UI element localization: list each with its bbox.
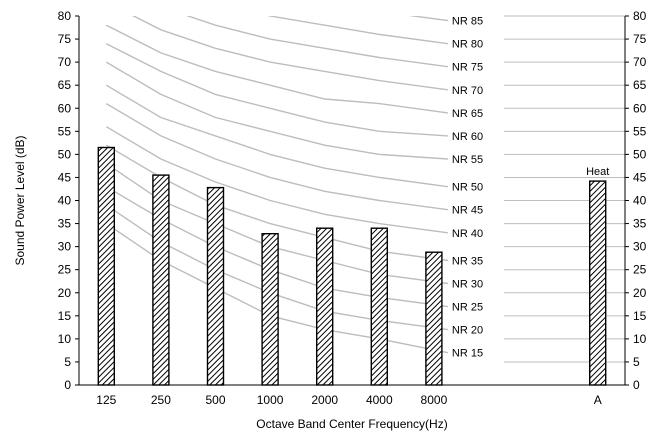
y-tick-label: 35 — [633, 217, 647, 231]
nr-curve — [105, 43, 448, 137]
x-tick-label: 1000 — [257, 393, 284, 407]
nr-curve-label: NR 45 — [452, 205, 483, 217]
nr-curve — [105, 102, 448, 211]
nr-curve — [267, 16, 448, 45]
y-tick-label: 50 — [58, 147, 72, 161]
nr-curve-label: NR 25 — [452, 302, 483, 314]
nr-curve — [105, 61, 448, 160]
y-tick-label: 0 — [64, 378, 71, 392]
nr-curve-label: NR 70 — [452, 85, 483, 97]
y-tick-label: 10 — [58, 332, 72, 346]
x-tick-label: 2000 — [311, 393, 338, 407]
y-tick-label: 15 — [633, 309, 647, 323]
bar-label: Heat — [586, 166, 609, 178]
y-tick-label: 45 — [58, 170, 72, 184]
bar — [316, 227, 334, 386]
x-tick-label: 500 — [205, 393, 225, 407]
y-tick-label: 80 — [633, 9, 647, 23]
y-tick-label: 60 — [58, 101, 72, 115]
y-tick-label: 60 — [633, 101, 647, 115]
bar — [152, 174, 170, 386]
nr-curve-label: NR 60 — [452, 131, 483, 143]
y-tick-label: 45 — [633, 170, 647, 184]
x-tick-label: 125 — [96, 393, 116, 407]
y-tick-label: 40 — [633, 194, 647, 208]
y-tick-label: 55 — [58, 124, 72, 138]
nr-curve-label: NR 15 — [452, 348, 483, 360]
bar — [261, 232, 279, 386]
nr-curve-label: NR 65 — [452, 108, 483, 120]
grid-layer — [503, 15, 625, 363]
y-tick-label: 50 — [633, 147, 647, 161]
y-tick-label: 5 — [633, 355, 640, 369]
x-tick-label: 250 — [151, 393, 171, 407]
bar — [589, 180, 607, 386]
y-axis-title: Sound Power Level (dB) — [13, 135, 27, 265]
y-tick-label: 55 — [633, 124, 647, 138]
nr-curve — [186, 16, 448, 68]
y-tick-label: 70 — [58, 55, 72, 69]
x-tick-label: 4000 — [366, 393, 393, 407]
x-tick-label: A — [594, 393, 602, 407]
y-tick-label: 10 — [633, 332, 647, 346]
y-tick-label: 0 — [633, 378, 640, 392]
y-tick-label: 20 — [633, 286, 647, 300]
y-tick-label: 70 — [633, 55, 647, 69]
bar — [425, 251, 443, 386]
bar — [206, 186, 225, 386]
nr-curve — [105, 84, 448, 188]
y-tick-label: 30 — [633, 240, 647, 254]
y-tick-label: 35 — [58, 217, 72, 231]
nr-curve-label: NR 80 — [452, 39, 483, 51]
nr-curve-label: NR 20 — [452, 325, 483, 337]
nr-curve — [132, 16, 448, 91]
nr-curve-label: NR 85 — [452, 16, 483, 28]
x-tick-label: 8000 — [421, 393, 448, 407]
y-tick-label: 20 — [58, 286, 72, 300]
y-tick-label: 30 — [58, 240, 72, 254]
y-tick-label: 5 — [64, 355, 71, 369]
nr-curve-label: NR 30 — [452, 279, 483, 291]
y-tick-label: 25 — [633, 263, 647, 277]
y-tick-label: 75 — [58, 32, 72, 46]
y-tick-label: 40 — [58, 194, 72, 208]
nr-curve-label: NR 50 — [452, 182, 483, 194]
y-tick-label: 80 — [58, 9, 72, 23]
y-tick-label: 25 — [58, 263, 72, 277]
x-axis-title: Octave Band Center Frequency(Hz) — [256, 417, 447, 431]
y-tick-label: 65 — [58, 78, 72, 92]
nr-curve-label: NR 55 — [452, 154, 483, 166]
nr-curve — [105, 24, 448, 114]
y-tick-label: 15 — [58, 309, 72, 323]
y-tick-label: 65 — [633, 78, 647, 92]
bar — [370, 227, 388, 386]
tick-labels: NR 15 NR 20 NR 25 NR 30 NR 35 NR 40 NR 45 NR 50… — [58, 9, 647, 407]
nr-curve-label: NR 35 — [452, 255, 483, 267]
nr-curve-label: NR 75 — [452, 62, 483, 74]
y-tick-label: 75 — [633, 32, 647, 46]
nr-curve-label: NR 40 — [452, 228, 483, 240]
bars — [97, 146, 607, 386]
bar — [97, 146, 116, 386]
nr-curve — [105, 126, 448, 234]
